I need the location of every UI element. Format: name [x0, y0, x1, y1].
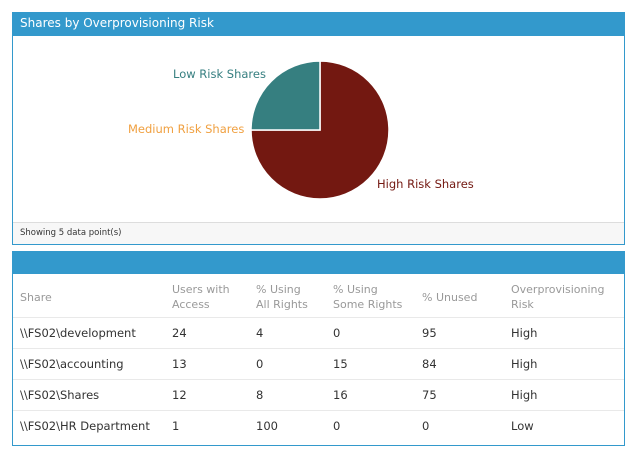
pie-svg [250, 60, 390, 200]
cell-share: \\FS02\Shares [13, 379, 166, 411]
cell-pct-some: 0 [327, 410, 416, 441]
cell-pct-all: 0 [250, 348, 327, 380]
table-row[interactable]: \\FS02\Shares 12 8 16 75 High [13, 379, 624, 411]
chart-footer-status: Showing 5 data point(s) [13, 222, 624, 244]
table-row[interactable]: \\FS02\development 24 4 0 95 High [13, 317, 624, 349]
cell-share: \\FS02\HR Department [13, 410, 166, 441]
cell-pct-unused: 84 [416, 348, 505, 380]
cell-users: 1 [166, 410, 250, 441]
cell-users: 13 [166, 348, 250, 380]
col-header-users-with-access[interactable]: Users with Access [172, 283, 230, 311]
col-header-pct-some-rights[interactable]: % Using Some Rights [333, 283, 403, 311]
cell-risk: Low [505, 410, 624, 441]
table-panel: Share Users with Access % Using All Rights… [12, 251, 625, 446]
cell-pct-all: 4 [250, 317, 327, 349]
pie-slice-high[interactable] [250, 60, 390, 200]
pie-slice-low[interactable] [250, 60, 321, 131]
cell-share: \\FS02\accounting [13, 348, 166, 380]
cell-users: 12 [166, 379, 250, 411]
chart-panel-title: Shares by Overprovisioning Risk [12, 12, 625, 36]
cell-pct-unused: 75 [416, 379, 505, 411]
cell-share: \\FS02\development [13, 317, 166, 349]
col-header-pct-all-rights[interactable]: % Using All Rights [256, 283, 308, 311]
cell-pct-all: 8 [250, 379, 327, 411]
cell-pct-some: 15 [327, 348, 416, 380]
col-header-share[interactable]: Share [20, 290, 52, 304]
table-row[interactable]: \\FS02\HR Department 1 100 0 0 Low [13, 410, 624, 441]
cell-pct-some: 16 [327, 379, 416, 411]
cell-risk: High [505, 348, 624, 380]
table-panel-header [12, 251, 625, 274]
pie-chart: Low Risk Shares Medium Risk Shares High … [13, 36, 624, 222]
pie-label-high: High Risk Shares [377, 177, 474, 191]
pie-label-medium: Medium Risk Shares [128, 122, 245, 136]
cell-users: 24 [166, 317, 250, 349]
table-header-row: Share Users with Access % Using All Rights… [13, 274, 624, 318]
chart-panel: Shares by Overprovisioning Risk Low Risk… [12, 12, 625, 245]
cell-pct-some: 0 [327, 317, 416, 349]
pie-label-low: Low Risk Shares [173, 67, 266, 81]
cell-pct-all: 100 [250, 410, 327, 441]
col-header-risk[interactable]: Overprovisioning Risk [511, 283, 605, 311]
col-header-pct-unused[interactable]: % Unused [422, 290, 478, 304]
cell-pct-unused: 0 [416, 410, 505, 441]
cell-risk: High [505, 317, 624, 349]
cell-pct-unused: 95 [416, 317, 505, 349]
cell-risk: High [505, 379, 624, 411]
table-row[interactable]: \\FS02\accounting 13 0 15 84 High [13, 348, 624, 380]
shares-table: Share Users with Access % Using All Rights… [13, 274, 624, 441]
